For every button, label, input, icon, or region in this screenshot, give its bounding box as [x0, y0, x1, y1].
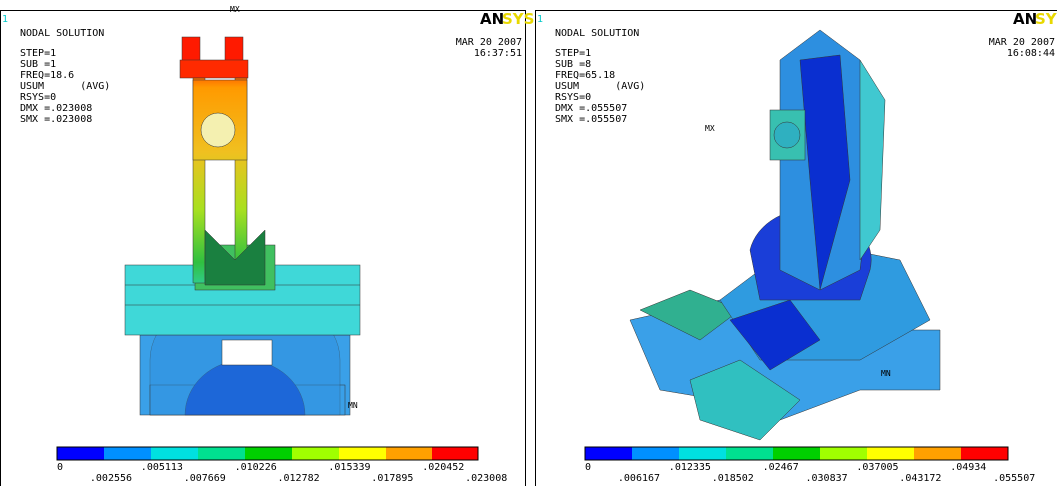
- result-info: STEP=1: [20, 48, 56, 59]
- legend-label: .012782: [278, 473, 320, 484]
- window-index: 1: [2, 14, 8, 25]
- legend-label: .02467: [763, 462, 799, 473]
- legend-label: .037005: [856, 462, 898, 473]
- logo: AN: [480, 10, 504, 28]
- legend-label: .010226: [235, 462, 277, 473]
- result-title: NODAL SOLUTION: [20, 28, 104, 39]
- legend-label: .018502: [712, 473, 754, 484]
- date: MAR 20 2007: [989, 37, 1055, 48]
- legend-label: .020452: [422, 462, 464, 473]
- legend-label: .017895: [371, 473, 413, 484]
- result-info: RSYS=0: [555, 92, 591, 103]
- result-info: SMX =.055507: [555, 114, 627, 125]
- legend-label: 0: [57, 462, 63, 473]
- time: 16:08:44: [1007, 48, 1055, 59]
- date: MAR 20 2007: [456, 37, 522, 48]
- result-info: DMX =.055507: [555, 103, 627, 114]
- legend-label: .030837: [806, 473, 848, 484]
- result-info: SUB =8: [555, 59, 591, 70]
- result-info: SMX =.023008: [20, 114, 92, 125]
- legend-label: .015339: [328, 462, 370, 473]
- logo: SYS: [1035, 10, 1057, 28]
- legend-label: .005113: [141, 462, 183, 473]
- min-marker: MN: [881, 369, 891, 378]
- result-info: RSYS=0: [20, 92, 56, 103]
- logo: AN: [1013, 10, 1037, 28]
- legend-label: .012335: [669, 462, 711, 473]
- result-info: FREQ=65.18: [555, 70, 615, 81]
- window-index: 1: [537, 14, 543, 25]
- legend-label: .055507: [993, 473, 1035, 484]
- legend-label: 0: [585, 462, 591, 473]
- result-info: SUB =1: [20, 59, 56, 70]
- max-marker: MX: [705, 124, 715, 133]
- logo: SYS: [502, 10, 534, 28]
- result-info: STEP=1: [555, 48, 591, 59]
- result-info: DMX =.023008: [20, 103, 92, 114]
- screen: 1NODAL SOLUTIONSTEP=1SUB =1FREQ=18.6USUM…: [0, 0, 1057, 486]
- legend-bar: [57, 447, 478, 460]
- result-info: USUM (AVG): [555, 81, 645, 92]
- legend-label: .043172: [899, 473, 941, 484]
- legend-label: .006167: [618, 473, 660, 484]
- page: {"panels": [ {"index": "1", "title": "NO…: [0, 0, 1057, 486]
- result-info: USUM (AVG): [20, 81, 110, 92]
- legend-label: .04934: [950, 462, 986, 473]
- result-title: NODAL SOLUTION: [555, 28, 639, 39]
- result-info: FREQ=18.6: [20, 70, 74, 81]
- min-marker: MN: [348, 401, 358, 410]
- legend-label: .023008: [465, 473, 507, 484]
- legend-bar: [585, 447, 1008, 460]
- legend-label: .002556: [90, 473, 132, 484]
- legend-label: .007669: [184, 473, 226, 484]
- time: 16:37:51: [474, 48, 522, 59]
- max-marker: MX: [230, 5, 240, 14]
